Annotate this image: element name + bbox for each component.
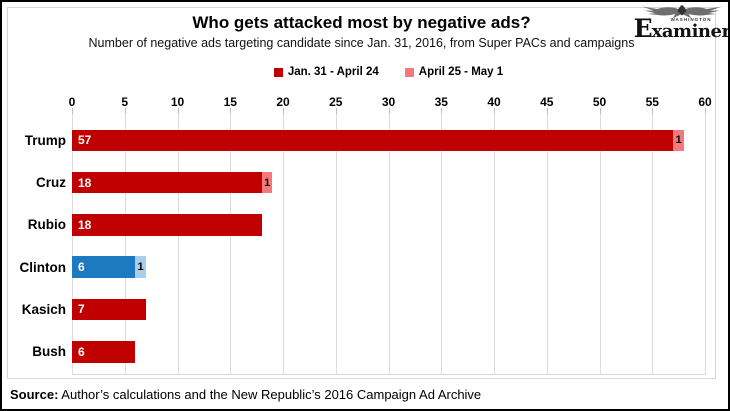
bar-value-label: 18: [78, 217, 92, 232]
x-tick-mark: [388, 108, 390, 114]
x-tick-label: 5: [121, 95, 129, 109]
x-tick-mark: [705, 108, 706, 114]
source-label: Source:: [10, 387, 59, 402]
legend-label: April 25 - May 1: [418, 66, 504, 78]
x-tick-mark: [546, 108, 548, 114]
bar-segment-main: 6: [72, 341, 136, 363]
x-tick-mark: [230, 108, 232, 114]
gridline: [335, 114, 337, 374]
x-tick-mark: [652, 108, 654, 114]
logo-brand-rest: xaminer: [651, 20, 730, 42]
plot-bottom-border: [72, 374, 706, 375]
x-tick-mark: [72, 108, 73, 114]
gridline: [230, 114, 232, 374]
category-label: Bush: [32, 344, 66, 360]
logo-kicker: WASHINGTON: [670, 17, 712, 22]
bar-value-label: 6: [78, 344, 85, 359]
category-label: Kasich: [21, 301, 66, 317]
bar-segment-secondary: 1: [261, 171, 273, 194]
x-tick-mark: [599, 108, 601, 114]
legend-label: Jan. 31 - April 24: [287, 66, 379, 78]
gridline: [546, 114, 548, 374]
gridline: [177, 114, 179, 374]
bar-value-label: 7: [78, 302, 85, 317]
gridline: [283, 114, 284, 374]
category-label: Cruz: [36, 175, 66, 191]
category-label: Trump: [24, 132, 66, 148]
bar-segment-main: 57: [72, 129, 674, 151]
eagle-icon: [642, 5, 722, 19]
washington-examiner-logo: E WASHINGTON xaminer: [634, 4, 728, 42]
x-tick-label: 20: [276, 95, 290, 109]
x-tick-mark: [124, 108, 126, 114]
x-tick-label: 25: [329, 95, 343, 109]
logo-brand-initial: E: [633, 14, 653, 43]
x-tick-label: 0: [68, 95, 76, 109]
gridline: [652, 114, 654, 374]
gridline: [494, 114, 495, 374]
x-tick-mark: [177, 108, 179, 114]
bar-value-label: 6: [78, 260, 85, 275]
x-tick-mark: [283, 108, 284, 114]
x-tick-label: 10: [170, 95, 185, 109]
x-tick-label: 40: [487, 95, 501, 109]
legend-swatch-icon: [404, 67, 414, 77]
category-label: Rubio: [27, 217, 66, 233]
bar-segment-main: 6: [72, 256, 136, 278]
category-label: Clinton: [19, 259, 67, 275]
chart-subtitle: Number of negative ads targeting candida…: [88, 36, 635, 50]
legend-item: April 25 - May 1: [404, 66, 504, 78]
bar-value-label: 1: [675, 134, 682, 147]
source-text: Author’s calculations and the New Republ…: [58, 387, 482, 402]
bar-segment-secondary: 1: [135, 256, 146, 278]
x-tick-label: 45: [540, 95, 554, 109]
bar-segment-main: 7: [72, 298, 146, 321]
x-tick-label: 60: [698, 95, 712, 109]
gridline: [388, 114, 390, 374]
gridline: [599, 114, 601, 374]
x-tick-label: 35: [434, 95, 448, 109]
bar-segment-main: 18: [72, 214, 262, 236]
bar-segment-main: 18: [72, 171, 262, 194]
gridline: [441, 114, 443, 374]
x-tick-mark: [494, 108, 495, 114]
x-tick-label: 30: [381, 95, 396, 109]
bar-value-label: 57: [78, 133, 92, 148]
chart-legend: Jan. 31 - April 24 April 25 - May 1: [72, 66, 705, 78]
chart-title: Who gets attacked most by negative ads?: [192, 13, 531, 32]
legend-item: Jan. 31 - April 24: [273, 66, 379, 78]
x-tick-label: 55: [645, 95, 659, 109]
bar-value-label: 1: [137, 261, 144, 274]
bar-value-label: 1: [264, 176, 271, 189]
legend-swatch-icon: [273, 67, 283, 77]
source-line: Source: Author’s calculations and the Ne…: [2, 380, 728, 409]
x-tick-mark: [441, 108, 443, 114]
logo-wordmark: E WASHINGTON xaminer: [634, 16, 728, 41]
bar-segment-secondary: 1: [673, 129, 684, 151]
x-tick-label: 50: [592, 95, 607, 109]
gridline: [124, 114, 126, 374]
x-tick-mark: [335, 108, 337, 114]
gridline: [72, 114, 73, 374]
gridline: [705, 114, 706, 374]
x-tick-label: 15: [223, 95, 237, 109]
bar-value-label: 18: [78, 175, 92, 190]
